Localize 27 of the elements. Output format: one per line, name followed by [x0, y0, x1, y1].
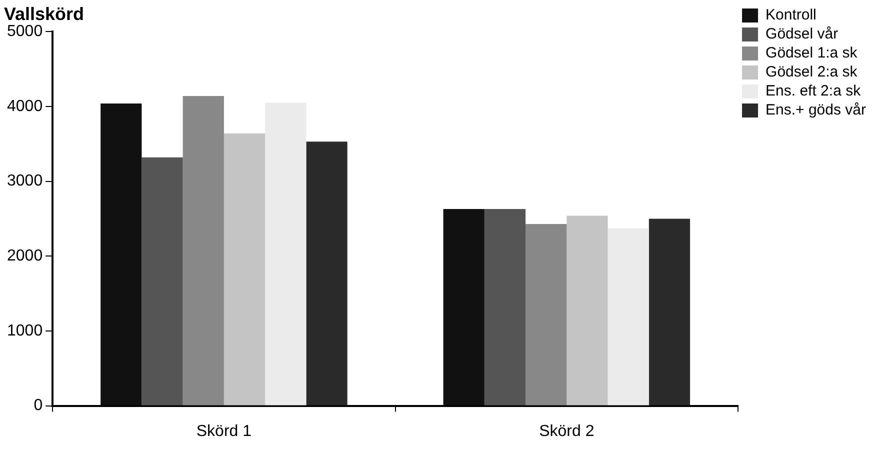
y-tick-label: 2000 — [7, 248, 43, 265]
bar — [443, 208, 484, 406]
bar — [306, 142, 348, 406]
bar — [224, 133, 266, 406]
y-tick-label: 4000 — [7, 98, 43, 115]
bar — [566, 216, 608, 406]
legend-label: Gödsel 1:a sk — [766, 44, 858, 62]
x-tick-label: Skörd 2 — [539, 422, 594, 440]
bar — [526, 224, 567, 406]
y-tick-label: 1000 — [7, 322, 43, 340]
y-tick-label: 3000 — [7, 172, 43, 190]
bar — [182, 96, 224, 406]
bar — [142, 157, 183, 406]
bar — [265, 102, 306, 406]
legend-label: Gödsel vår — [766, 26, 838, 43]
chart-title: Vallskörd — [4, 4, 84, 24]
legend-label: Ens. eft 2:a sk — [766, 82, 862, 100]
y-tick-label: 5000 — [7, 23, 43, 40]
bar — [608, 228, 649, 406]
legend-label: Gödsel 2:a sk — [766, 64, 858, 81]
y-tick-label: 0 — [34, 397, 43, 414]
bar — [484, 208, 526, 406]
legend-label: Kontroll — [766, 6, 816, 24]
x-tick-label: Skörd 1 — [196, 422, 252, 440]
legend-label: Ens.+ göds vår — [766, 102, 866, 119]
bar — [648, 218, 690, 406]
bar — [100, 103, 142, 406]
